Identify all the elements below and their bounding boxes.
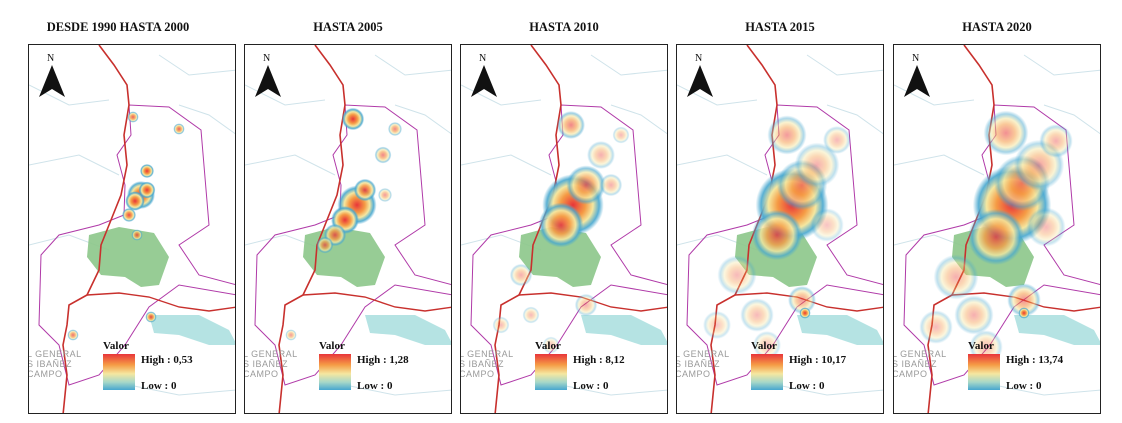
hotspot-mark bbox=[125, 191, 145, 211]
legend-title: Valor bbox=[103, 340, 129, 352]
hotspot-mark bbox=[140, 164, 154, 178]
legend-high-label: High : 13,74 bbox=[1006, 354, 1064, 366]
hotspot-mark bbox=[788, 286, 816, 314]
legend-title: Valor bbox=[535, 340, 561, 352]
place-label: L GENERAL S IBAÑEZ CAMPO bbox=[460, 349, 514, 379]
legend-low-label: Low : 0 bbox=[357, 380, 393, 392]
hotspot-mark bbox=[353, 178, 377, 202]
hotspot-mark bbox=[1007, 283, 1041, 317]
north-arrow-icon: N bbox=[469, 53, 499, 103]
hotspot-mark bbox=[557, 111, 585, 139]
hotspot-mark bbox=[285, 329, 297, 341]
hotspot-mark bbox=[67, 329, 79, 341]
hotspot-mark bbox=[740, 298, 774, 332]
legend-low-label: Low : 0 bbox=[789, 380, 825, 392]
legend-color-ramp bbox=[751, 354, 783, 390]
map-frame-2015: N L GENERAL S IBAÑEZ CAMPO Valor High : 10… bbox=[676, 44, 884, 414]
panel-title-2020: HASTA 2020 bbox=[962, 20, 1032, 34]
map-frame-2005: N L GENERAL S IBAÑEZ CAMPO Valor High : 1,… bbox=[244, 44, 452, 414]
hotspot-mark bbox=[173, 123, 185, 135]
hotspot-mark bbox=[538, 202, 584, 248]
hotspot-mark bbox=[566, 165, 606, 205]
hotspot-mark bbox=[131, 229, 143, 241]
hotspot-mark bbox=[799, 307, 811, 319]
hotspot-mark bbox=[753, 331, 781, 359]
hotspot-mark bbox=[378, 188, 392, 202]
panel-title-1990-2000: DESDE 1990 HASTA 2000 bbox=[46, 20, 190, 34]
hotspot-mark bbox=[599, 173, 623, 197]
hotspot-mark bbox=[374, 146, 392, 164]
hotspot-mark bbox=[522, 306, 540, 324]
hotspot-mark bbox=[509, 263, 533, 287]
hotspot-mark bbox=[1026, 207, 1066, 247]
map-canvas bbox=[29, 45, 235, 413]
legend-low-label: Low : 0 bbox=[573, 380, 609, 392]
legend-low-label: Low : 0 bbox=[141, 380, 177, 392]
place-label: L GENERAL S IBAÑEZ CAMPO bbox=[676, 349, 730, 379]
hotspot-mark bbox=[388, 122, 402, 136]
legend-color-ramp bbox=[968, 354, 1000, 390]
hotspot-mark bbox=[122, 208, 136, 222]
legend: Valor High : 1,28 Low : 0 bbox=[315, 340, 435, 408]
legend-high-label: High : 1,28 bbox=[357, 354, 409, 366]
legend-color-ramp bbox=[103, 354, 135, 390]
hotspot-mark bbox=[717, 255, 757, 295]
hotspot-mark bbox=[1018, 307, 1030, 319]
hotspot-mark bbox=[612, 126, 630, 144]
hotspot-mark bbox=[823, 126, 851, 154]
legend-title: Valor bbox=[968, 340, 994, 352]
legend: Valor High : 0,53 Low : 0 bbox=[99, 340, 219, 408]
north-arrow-icon: N bbox=[37, 53, 67, 103]
north-arrow-icon: N bbox=[685, 53, 715, 103]
hotspot-mark bbox=[954, 295, 994, 335]
legend-title: Valor bbox=[751, 340, 777, 352]
hotspot-mark bbox=[587, 141, 615, 169]
hotspot-mark bbox=[341, 107, 365, 131]
map-canvas bbox=[245, 45, 451, 413]
legend-high-label: High : 8,12 bbox=[573, 354, 625, 366]
hotspot-mark bbox=[767, 115, 807, 155]
legend-color-ramp bbox=[535, 354, 567, 390]
legend-high-label: High : 0,53 bbox=[141, 354, 193, 366]
north-arrow-icon: N bbox=[902, 53, 932, 103]
map-canvas bbox=[894, 45, 1100, 413]
hotspot-mark bbox=[751, 209, 803, 261]
hotspot-mark bbox=[810, 208, 844, 242]
panel-title-2010: HASTA 2010 bbox=[529, 20, 599, 34]
hotspot-mark bbox=[1039, 124, 1073, 158]
legend-high-label: High : 10,17 bbox=[789, 354, 847, 366]
map-frame-2020: N L GENERAL S IBAÑEZ CAMPO Valor High : 13… bbox=[893, 44, 1101, 414]
hotspot-mark bbox=[542, 336, 560, 354]
legend-title: Valor bbox=[319, 340, 345, 352]
place-label: L GENERAL S IBAÑEZ CAMPO bbox=[244, 349, 298, 379]
hotspot-mark bbox=[703, 311, 731, 339]
hotspot-mark bbox=[492, 316, 510, 334]
legend: Valor High : 10,17 Low : 0 bbox=[747, 340, 867, 408]
map-canvas bbox=[461, 45, 667, 413]
hotspot-mark bbox=[794, 142, 840, 188]
map-canvas bbox=[677, 45, 883, 413]
north-arrow-icon: N bbox=[253, 53, 283, 103]
hotspot-mark bbox=[933, 254, 979, 300]
place-label: L GENERAL S IBAÑEZ CAMPO bbox=[893, 349, 947, 379]
legend-color-ramp bbox=[319, 354, 351, 390]
hotspot-mark bbox=[138, 181, 156, 199]
panel-title-2005: HASTA 2005 bbox=[313, 20, 383, 34]
map-frame-1990-2000: N L GENERAL S IBAÑEZ CAMPO Valor High : 0,… bbox=[28, 44, 236, 414]
hotspot-mark bbox=[983, 110, 1029, 156]
hotspot-mark bbox=[968, 209, 1024, 265]
map-frame-2010: N L GENERAL S IBAÑEZ CAMPO Valor High : 8,… bbox=[460, 44, 668, 414]
hotspot-mark bbox=[919, 310, 953, 344]
legend-low-label: Low : 0 bbox=[1006, 380, 1042, 392]
hotspot-mark bbox=[316, 236, 334, 254]
hotspot-mark bbox=[127, 111, 139, 123]
legend: Valor High : 8,12 Low : 0 bbox=[531, 340, 651, 408]
hotspot-mark bbox=[145, 311, 157, 323]
place-label: L GENERAL S IBAÑEZ CAMPO bbox=[28, 349, 82, 379]
legend: Valor High : 13,74 Low : 0 bbox=[964, 340, 1084, 408]
panel-title-2015: HASTA 2015 bbox=[745, 20, 815, 34]
hotspot-mark bbox=[574, 293, 598, 317]
